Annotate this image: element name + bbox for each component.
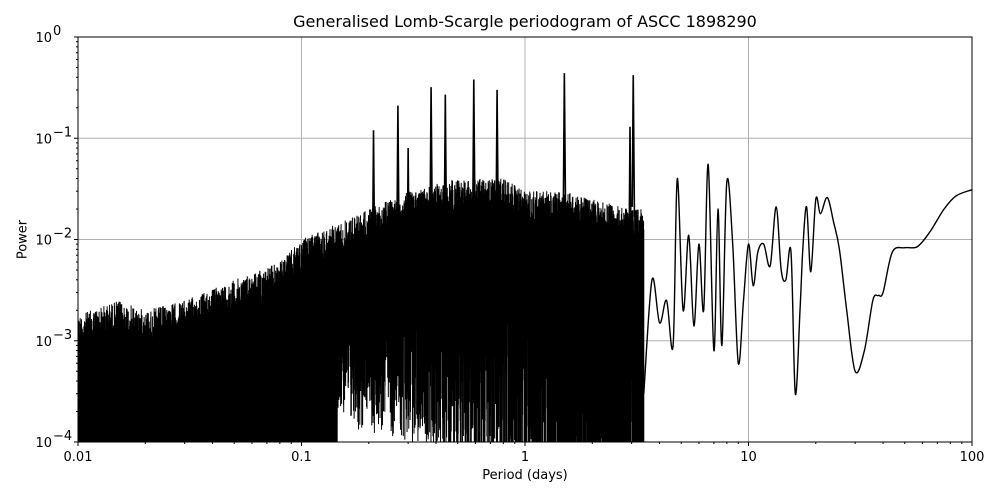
x-axis-ticks: 0.01 0.1 1 10 100 — [64, 442, 985, 465]
peak — [471, 79, 476, 222]
y-tick-label: 10 — [35, 335, 52, 350]
y-tick-exponent: −1 — [53, 125, 72, 140]
y-tick-exponent: −3 — [53, 328, 72, 343]
y-tick-exponent: −4 — [53, 429, 72, 444]
y-tick-label: 10 — [35, 132, 52, 147]
peak — [396, 105, 400, 248]
y-tick-label: 10 — [35, 31, 52, 46]
peak — [371, 130, 376, 272]
peak — [562, 73, 567, 215]
periodogram-series — [78, 73, 972, 442]
x-axis-label: Period (days) — [482, 468, 568, 483]
x-tick-label: 10 — [740, 450, 757, 465]
x-tick-label: 0.1 — [291, 450, 312, 465]
y-tick-label: 10 — [35, 436, 52, 451]
peak — [406, 148, 411, 290]
y-tick-exponent: −2 — [53, 227, 72, 242]
y-tick-exponent: 0 — [53, 24, 61, 39]
peak — [443, 94, 448, 237]
chart-title: Generalised Lomb-Scargle periodogram of … — [293, 12, 757, 31]
y-tick-label: 10 — [35, 234, 52, 249]
x-tick-label: 1 — [521, 450, 529, 465]
peak — [495, 89, 500, 232]
peak — [631, 75, 636, 217]
peak — [429, 87, 434, 229]
peak — [628, 126, 633, 269]
x-tick-label: 100 — [960, 450, 985, 465]
smooth-curve — [643, 163, 972, 396]
noise-band — [78, 178, 645, 442]
x-tick-label: 0.01 — [64, 450, 93, 465]
